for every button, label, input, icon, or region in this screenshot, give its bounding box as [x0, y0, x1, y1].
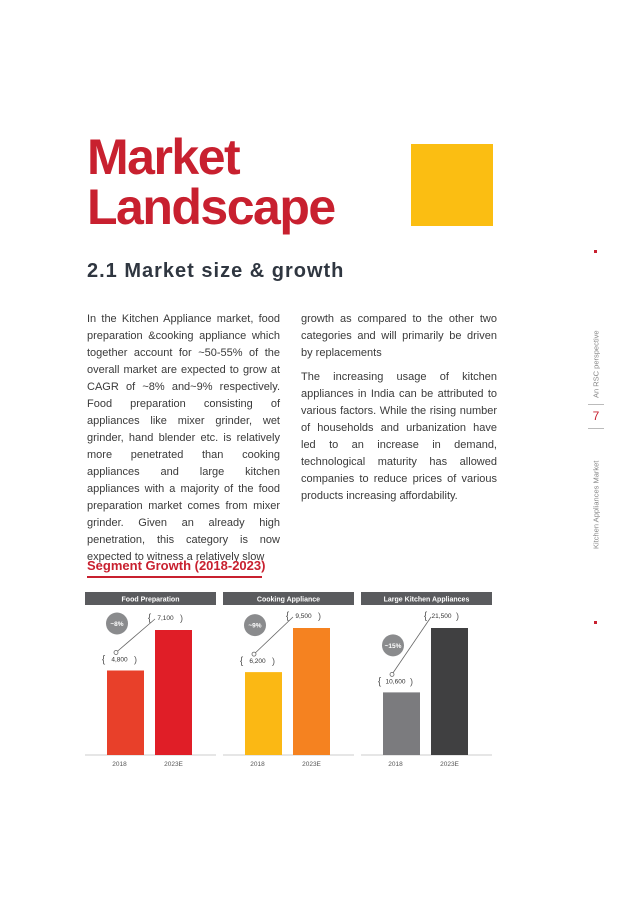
- data-label-cooking-appliance-1: 9,500: [295, 613, 312, 620]
- sidebar-dot-bottom: [594, 621, 597, 624]
- text-column-1: In the Kitchen Appliance market, food pr…: [87, 311, 280, 573]
- bracket-right-food-preparation-1: ): [180, 613, 183, 623]
- bar-large-kitchen-appliances-2018: [383, 692, 420, 755]
- sidebar-perspective: An RSC perspective: [591, 330, 601, 398]
- sidebar-dot-top: [594, 250, 597, 253]
- connector-dot-cooking-appliance: [251, 651, 257, 657]
- data-label-large-kitchen-appliances-0: 10,600: [386, 678, 406, 685]
- bracket-right-cooking-appliance-0: ): [272, 656, 275, 666]
- title-line-2: Landscape: [87, 179, 336, 235]
- panel-title-large-kitchen-appliances: Large Kitchen Appliances: [384, 597, 470, 604]
- bracket-left-cooking-appliance-1: {: [286, 611, 290, 622]
- tick-label-cooking-appliance-2023e: 2023E: [302, 761, 321, 768]
- panel-title-food-preparation: Food Preparation: [122, 597, 180, 604]
- bar-cooking-appliance-2023e: [293, 628, 330, 755]
- tick-label-food-preparation-2023e: 2023E: [164, 761, 183, 768]
- decorative-yellow-square: [411, 144, 493, 226]
- growth-connector-large-kitchen-appliances: [391, 616, 432, 675]
- bar-food-preparation-2023e: [155, 630, 192, 755]
- bracket-left-large-kitchen-appliances-0: {: [378, 676, 382, 687]
- panel-header-food-preparation: [85, 592, 216, 605]
- title-line-1: Market: [87, 129, 241, 185]
- connector-dot-large-kitchen-appliances: [389, 671, 395, 677]
- cagr-badge-large-kitchen-appliances: [382, 634, 404, 657]
- column2-paragraph-2: The increasing usage of kitchen applianc…: [301, 371, 497, 502]
- bracket-right-large-kitchen-appliances-0: ): [410, 676, 413, 686]
- bar-cooking-appliance-2018: [245, 672, 282, 755]
- data-label-cooking-appliance-0: 6,200: [249, 658, 266, 665]
- data-label-large-kitchen-appliances-1: 21,500: [432, 613, 452, 620]
- cagr-badge-cooking-appliance: [244, 614, 266, 637]
- growth-connector-cooking-appliance: [253, 616, 294, 655]
- sidebar-rule-bottom: [588, 428, 604, 429]
- cagr-label-cooking-appliance: ~9%: [248, 623, 261, 630]
- tick-label-large-kitchen-appliances-2023e: 2023E: [440, 761, 459, 768]
- tick-label-food-preparation-2018: 2018: [112, 761, 127, 768]
- bracket-right-food-preparation-0: ): [134, 654, 137, 664]
- panel-header-cooking-appliance: [223, 592, 354, 605]
- bracket-left-cooking-appliance-0: {: [240, 656, 244, 667]
- bar-food-preparation-2018: [107, 670, 144, 755]
- column1-paragraph: In the Kitchen Appliance market, food pr…: [87, 313, 280, 563]
- connector-dot-food-preparation: [113, 650, 119, 655]
- cagr-badge-food-preparation: [106, 612, 128, 635]
- sidebar-report-name: Kitchen Appliances Market: [591, 460, 601, 549]
- data-label-food-preparation-1: 7,100: [157, 615, 174, 622]
- section-heading: 2.1 Market size & growth: [87, 260, 345, 282]
- panel-header-large-kitchen-appliances: [361, 592, 492, 605]
- segment-growth-chart: Food Preparation 2018 2023E 4,800 {) 7,100 {) ~…: [85, 592, 492, 768]
- text-column-2: growth as compared to the other two cate…: [301, 311, 497, 512]
- bracket-right-cooking-appliance-1: ): [318, 611, 321, 621]
- tick-label-large-kitchen-appliances-2018: 2018: [388, 761, 403, 768]
- bracket-left-large-kitchen-appliances-1: {: [424, 611, 428, 622]
- bracket-right-large-kitchen-appliances-1: ): [456, 611, 459, 621]
- sidebar-rule-top: [588, 404, 604, 405]
- page-title: Market Landscape: [87, 129, 336, 235]
- bar-large-kitchen-appliances-2023e: [431, 628, 468, 755]
- bracket-left-food-preparation-1: {: [148, 613, 152, 624]
- cagr-label-large-kitchen-appliances: ~15%: [385, 643, 402, 650]
- page-number: 7: [592, 409, 600, 423]
- data-label-food-preparation-0: 4,800: [111, 656, 128, 663]
- panel-title-cooking-appliance: Cooking Appliance: [257, 597, 320, 604]
- column2-paragraph-1: growth as compared to the other two cate…: [301, 313, 497, 359]
- segment-title-underline: [87, 576, 262, 578]
- bracket-left-food-preparation-0: {: [102, 654, 106, 665]
- growth-connector-food-preparation: [115, 618, 156, 653]
- cagr-label-food-preparation: ~8%: [110, 621, 123, 628]
- segment-growth-title: Segment Growth (2018-2023): [87, 558, 266, 573]
- tick-label-cooking-appliance-2018: 2018: [250, 761, 265, 768]
- sidebar: An RSC perspective 7 Kitchen Appliances …: [586, 0, 606, 903]
